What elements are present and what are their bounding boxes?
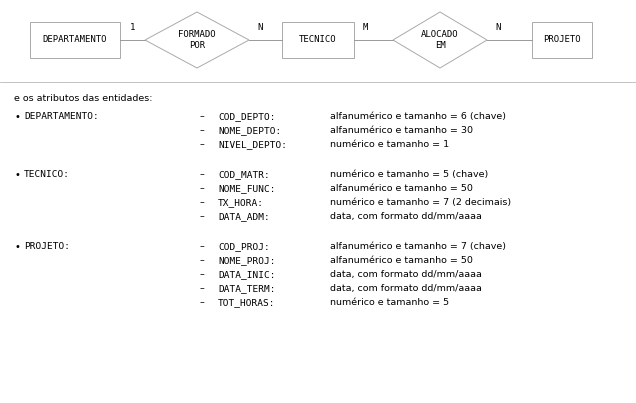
Text: NOME_DEPTO:: NOME_DEPTO: xyxy=(218,126,281,135)
Text: –: – xyxy=(200,140,205,149)
Text: M: M xyxy=(363,23,368,33)
Text: numérico e tamanho = 5: numérico e tamanho = 5 xyxy=(330,298,449,307)
Text: TX_HORA:: TX_HORA: xyxy=(218,198,264,207)
Text: COD_PROJ:: COD_PROJ: xyxy=(218,242,270,251)
Text: FORMADO
POR: FORMADO POR xyxy=(178,30,216,50)
Bar xyxy=(532,22,592,58)
Text: NIVEL_DEPTO:: NIVEL_DEPTO: xyxy=(218,140,287,149)
Text: –: – xyxy=(200,170,205,179)
Text: N: N xyxy=(495,23,501,33)
Text: –: – xyxy=(200,242,205,251)
Text: –: – xyxy=(200,112,205,121)
Text: •: • xyxy=(14,170,20,180)
Text: alfanumérico e tamanho = 50: alfanumérico e tamanho = 50 xyxy=(330,256,473,265)
Text: TECNICO: TECNICO xyxy=(299,35,337,44)
Text: numérico e tamanho = 7 (2 decimais): numérico e tamanho = 7 (2 decimais) xyxy=(330,198,511,207)
Text: –: – xyxy=(200,198,205,207)
Bar xyxy=(282,22,354,58)
Text: COD_DEPTO:: COD_DEPTO: xyxy=(218,112,275,121)
Text: COD_MATR:: COD_MATR: xyxy=(218,170,270,179)
Text: –: – xyxy=(200,212,205,221)
Text: data, com formato dd/mm/aaaa: data, com formato dd/mm/aaaa xyxy=(330,212,482,221)
Text: numérico e tamanho = 5 (chave): numérico e tamanho = 5 (chave) xyxy=(330,170,488,179)
Text: alfanumérico e tamanho = 7 (chave): alfanumérico e tamanho = 7 (chave) xyxy=(330,242,506,251)
Text: –: – xyxy=(200,270,205,279)
Text: –: – xyxy=(200,126,205,135)
Text: –: – xyxy=(200,284,205,293)
Text: TOT_HORAS:: TOT_HORAS: xyxy=(218,298,275,307)
Text: DATA_TERM:: DATA_TERM: xyxy=(218,284,275,293)
Polygon shape xyxy=(393,12,487,68)
Text: NOME_FUNC:: NOME_FUNC: xyxy=(218,184,275,193)
Text: NOME_PROJ:: NOME_PROJ: xyxy=(218,256,275,265)
Text: N: N xyxy=(258,23,263,33)
Text: e os atributos das entidades:: e os atributos das entidades: xyxy=(14,94,153,103)
Text: •: • xyxy=(14,112,20,122)
Text: –: – xyxy=(200,298,205,307)
Text: –: – xyxy=(200,184,205,193)
Text: alfanumérico e tamanho = 6 (chave): alfanumérico e tamanho = 6 (chave) xyxy=(330,112,506,121)
Text: ALOCADO
EM: ALOCADO EM xyxy=(421,30,459,50)
Text: alfanumérico e tamanho = 30: alfanumérico e tamanho = 30 xyxy=(330,126,473,135)
Text: DEPARTAMENTO: DEPARTAMENTO xyxy=(43,35,107,44)
Text: numérico e tamanho = 1: numérico e tamanho = 1 xyxy=(330,140,449,149)
Text: PROJETO: PROJETO xyxy=(543,35,581,44)
Text: 1: 1 xyxy=(130,23,135,33)
Text: data, com formato dd/mm/aaaa: data, com formato dd/mm/aaaa xyxy=(330,270,482,279)
Text: TECNICO:: TECNICO: xyxy=(24,170,70,179)
Text: alfanumérico e tamanho = 50: alfanumérico e tamanho = 50 xyxy=(330,184,473,193)
Text: •: • xyxy=(14,242,20,252)
Text: –: – xyxy=(200,256,205,265)
Text: DATA_INIC:: DATA_INIC: xyxy=(218,270,275,279)
Text: data, com formato dd/mm/aaaa: data, com formato dd/mm/aaaa xyxy=(330,284,482,293)
Bar xyxy=(30,22,120,58)
Text: DATA_ADM:: DATA_ADM: xyxy=(218,212,270,221)
Text: DEPARTAMENTO:: DEPARTAMENTO: xyxy=(24,112,99,121)
Text: PROJETO:: PROJETO: xyxy=(24,242,70,251)
Polygon shape xyxy=(145,12,249,68)
